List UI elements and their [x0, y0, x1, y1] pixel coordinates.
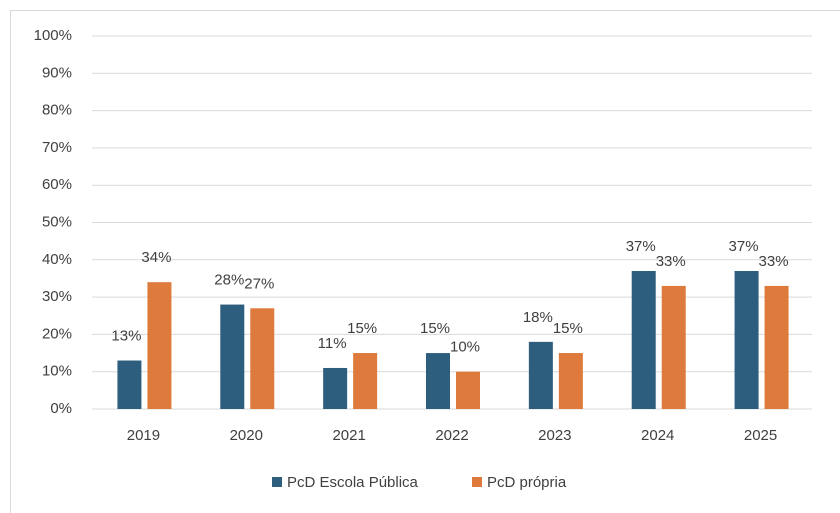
legend-swatch [472, 477, 482, 487]
data-label: 37% [729, 238, 759, 255]
y-tick-label: 40% [42, 251, 72, 268]
bar [661, 285, 686, 409]
data-label: 18% [523, 309, 553, 326]
bar [631, 270, 656, 409]
y-tick-label: 100% [34, 27, 72, 44]
x-tick-label: 2023 [538, 427, 571, 444]
data-label: 15% [420, 320, 450, 337]
data-label: 13% [111, 327, 141, 344]
x-tick-label: 2024 [641, 427, 674, 444]
chart-frame [10, 10, 840, 513]
data-label: 15% [347, 320, 377, 337]
data-label: 10% [450, 339, 480, 356]
y-tick-label: 90% [42, 64, 72, 81]
bar [456, 371, 480, 409]
bar [764, 285, 789, 409]
bar [323, 367, 348, 409]
data-label: 33% [656, 253, 686, 270]
x-tick-label: 2022 [435, 427, 468, 444]
y-tick-label: 0% [50, 400, 72, 417]
bar [117, 360, 142, 409]
bar [558, 353, 583, 409]
x-tick-label: 2025 [744, 427, 777, 444]
bar [426, 353, 450, 409]
y-tick-label: 10% [42, 363, 72, 380]
data-label: 11% [318, 335, 347, 352]
data-label: 33% [759, 253, 789, 270]
data-label: 37% [626, 238, 656, 255]
y-tick-label: 20% [42, 325, 72, 342]
legend-label: PcD Escola Pública [287, 474, 419, 491]
x-tick-label: 2019 [127, 427, 160, 444]
y-tick-label: 80% [42, 102, 72, 119]
y-tick-label: 50% [42, 213, 72, 230]
data-label: 34% [141, 249, 171, 266]
data-label: 15% [553, 320, 583, 337]
x-tick-label: 2020 [230, 427, 263, 444]
y-tick-label: 60% [42, 176, 72, 193]
bar [353, 353, 378, 409]
bar [734, 270, 759, 409]
x-tick-label: 2021 [332, 427, 365, 444]
y-tick-label: 70% [42, 139, 72, 156]
bar [528, 341, 553, 409]
bar [250, 308, 275, 409]
bar [147, 282, 172, 409]
y-tick-label: 30% [42, 288, 72, 305]
data-label: 28% [214, 272, 244, 289]
legend-swatch [272, 477, 282, 487]
data-label: 27% [244, 275, 274, 292]
bar [220, 304, 245, 409]
legend-label: PcD própria [487, 474, 567, 491]
